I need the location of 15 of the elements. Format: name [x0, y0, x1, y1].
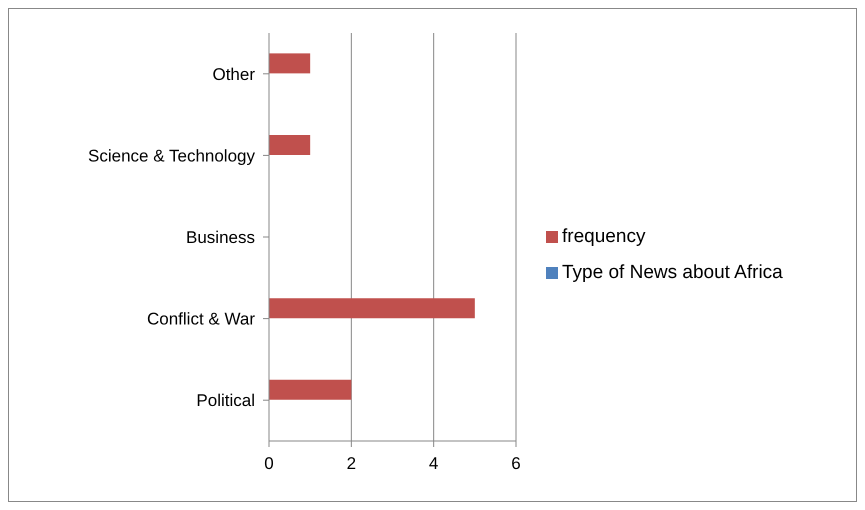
y-tick-label: Business: [186, 228, 255, 248]
legend-label: Type of News about Africa: [562, 262, 783, 283]
x-tick-label: 2: [346, 454, 356, 474]
bar: [269, 135, 310, 155]
legend-label: frequency: [562, 226, 646, 247]
x-tick-label: 6: [511, 454, 521, 474]
bar: [269, 53, 310, 74]
y-tick-label: Conflict & War: [146, 310, 256, 329]
y-tick-label: Science & Technology: [88, 146, 256, 166]
bar: [269, 380, 352, 400]
x-tick-label: 4: [428, 454, 438, 474]
y-tick-label: Other: [212, 64, 256, 84]
x-tick-label: 0: [264, 454, 274, 474]
y-tick-label: Political: [196, 391, 255, 410]
bar: [269, 298, 475, 318]
